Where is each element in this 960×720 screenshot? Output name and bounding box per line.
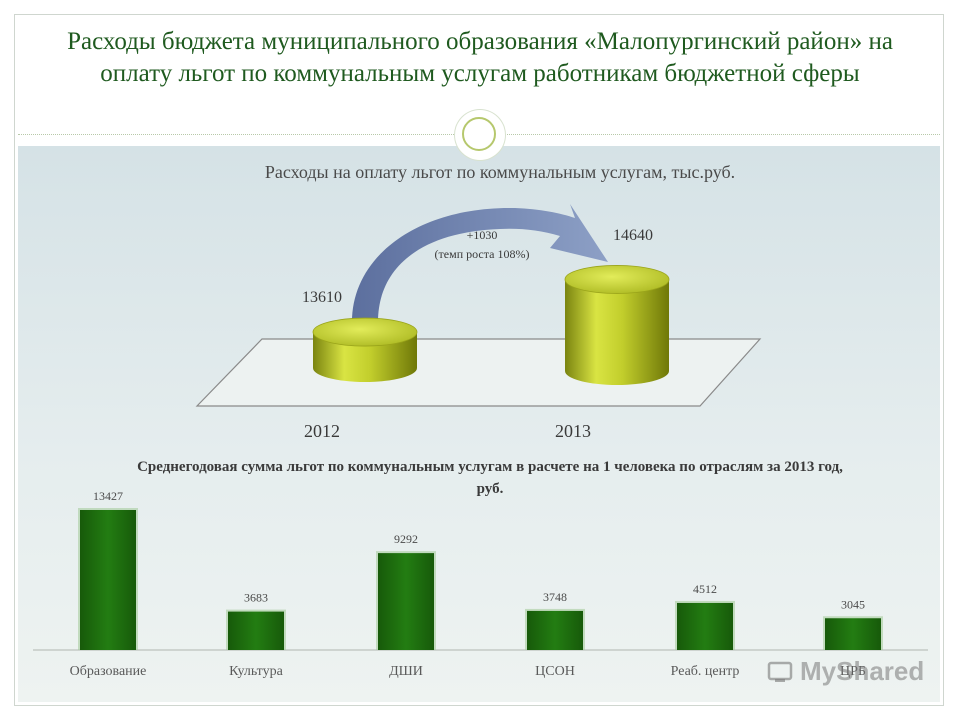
chart2-bar-5 — [825, 618, 881, 650]
chart1-cylinder-top-0 — [312, 317, 418, 347]
chart2-bar-3 — [527, 610, 583, 650]
chart2-bar-4 — [677, 602, 733, 650]
chart2-category-label-3: ЦСОН — [535, 664, 575, 679]
chart1-category-label-1: 2013 — [555, 421, 591, 441]
watermark-text: MyShared — [800, 655, 925, 686]
slide-title: Расходы бюджета муниципального образован… — [67, 28, 893, 87]
chart2-title: Среднегодовая сумма льгот по коммунальны… — [137, 459, 843, 497]
growth-arrow — [352, 204, 608, 322]
chart2-value-label-0: 13427 — [93, 489, 123, 503]
watermark-logo-icon — [767, 661, 793, 682]
watermark: MyShared — [766, 654, 924, 688]
chart2-value-label-1: 3683 — [244, 591, 268, 605]
chart1-category-label-0: 2012 — [304, 421, 340, 441]
chart2-category-label-4: Реаб. центр — [671, 664, 740, 679]
chart1-value-label-0: 13610 — [302, 289, 342, 306]
chart1-cylinder-side-1 — [565, 279, 669, 385]
chart2-labels: 13427 Образование 3683 Культура 9292 ДШИ 3748 Ц… — [70, 489, 866, 679]
chart1-cylinders — [312, 265, 670, 385]
content-background — [18, 146, 940, 702]
chart2-value-label-3: 3748 — [543, 590, 567, 604]
chart1-annotation-line2: (темп роста 108%) — [435, 247, 530, 261]
chart2-value-label-2: 9292 — [394, 532, 418, 546]
chart2-category-label-2: ДШИ — [389, 664, 423, 679]
chart2-category-label-5: ЦРБ — [840, 664, 866, 679]
circle-ornament-ring — [462, 117, 496, 151]
chart1-cylinder-top-1 — [564, 265, 670, 294]
chart2-value-label-5: 3045 — [841, 597, 865, 611]
chart2-bars — [78, 508, 883, 650]
chart2-value-label-4: 4512 — [693, 582, 717, 596]
chart1-value-label-1: 14640 — [613, 227, 653, 244]
chart2-category-label-0: Образование — [70, 664, 147, 679]
chart1-annotation-line1: +1030 — [467, 228, 498, 242]
circle-ornament-icon — [455, 110, 505, 160]
chart1-title: Расходы на оплату льгот по коммунальным … — [264, 162, 736, 182]
chart1-floor — [195, 338, 762, 407]
chart2-bar-2 — [378, 553, 434, 650]
chart2-category-label-1: Культура — [229, 664, 283, 679]
chart2-bar-0 — [80, 510, 136, 650]
chart2-bar-1 — [228, 611, 284, 650]
